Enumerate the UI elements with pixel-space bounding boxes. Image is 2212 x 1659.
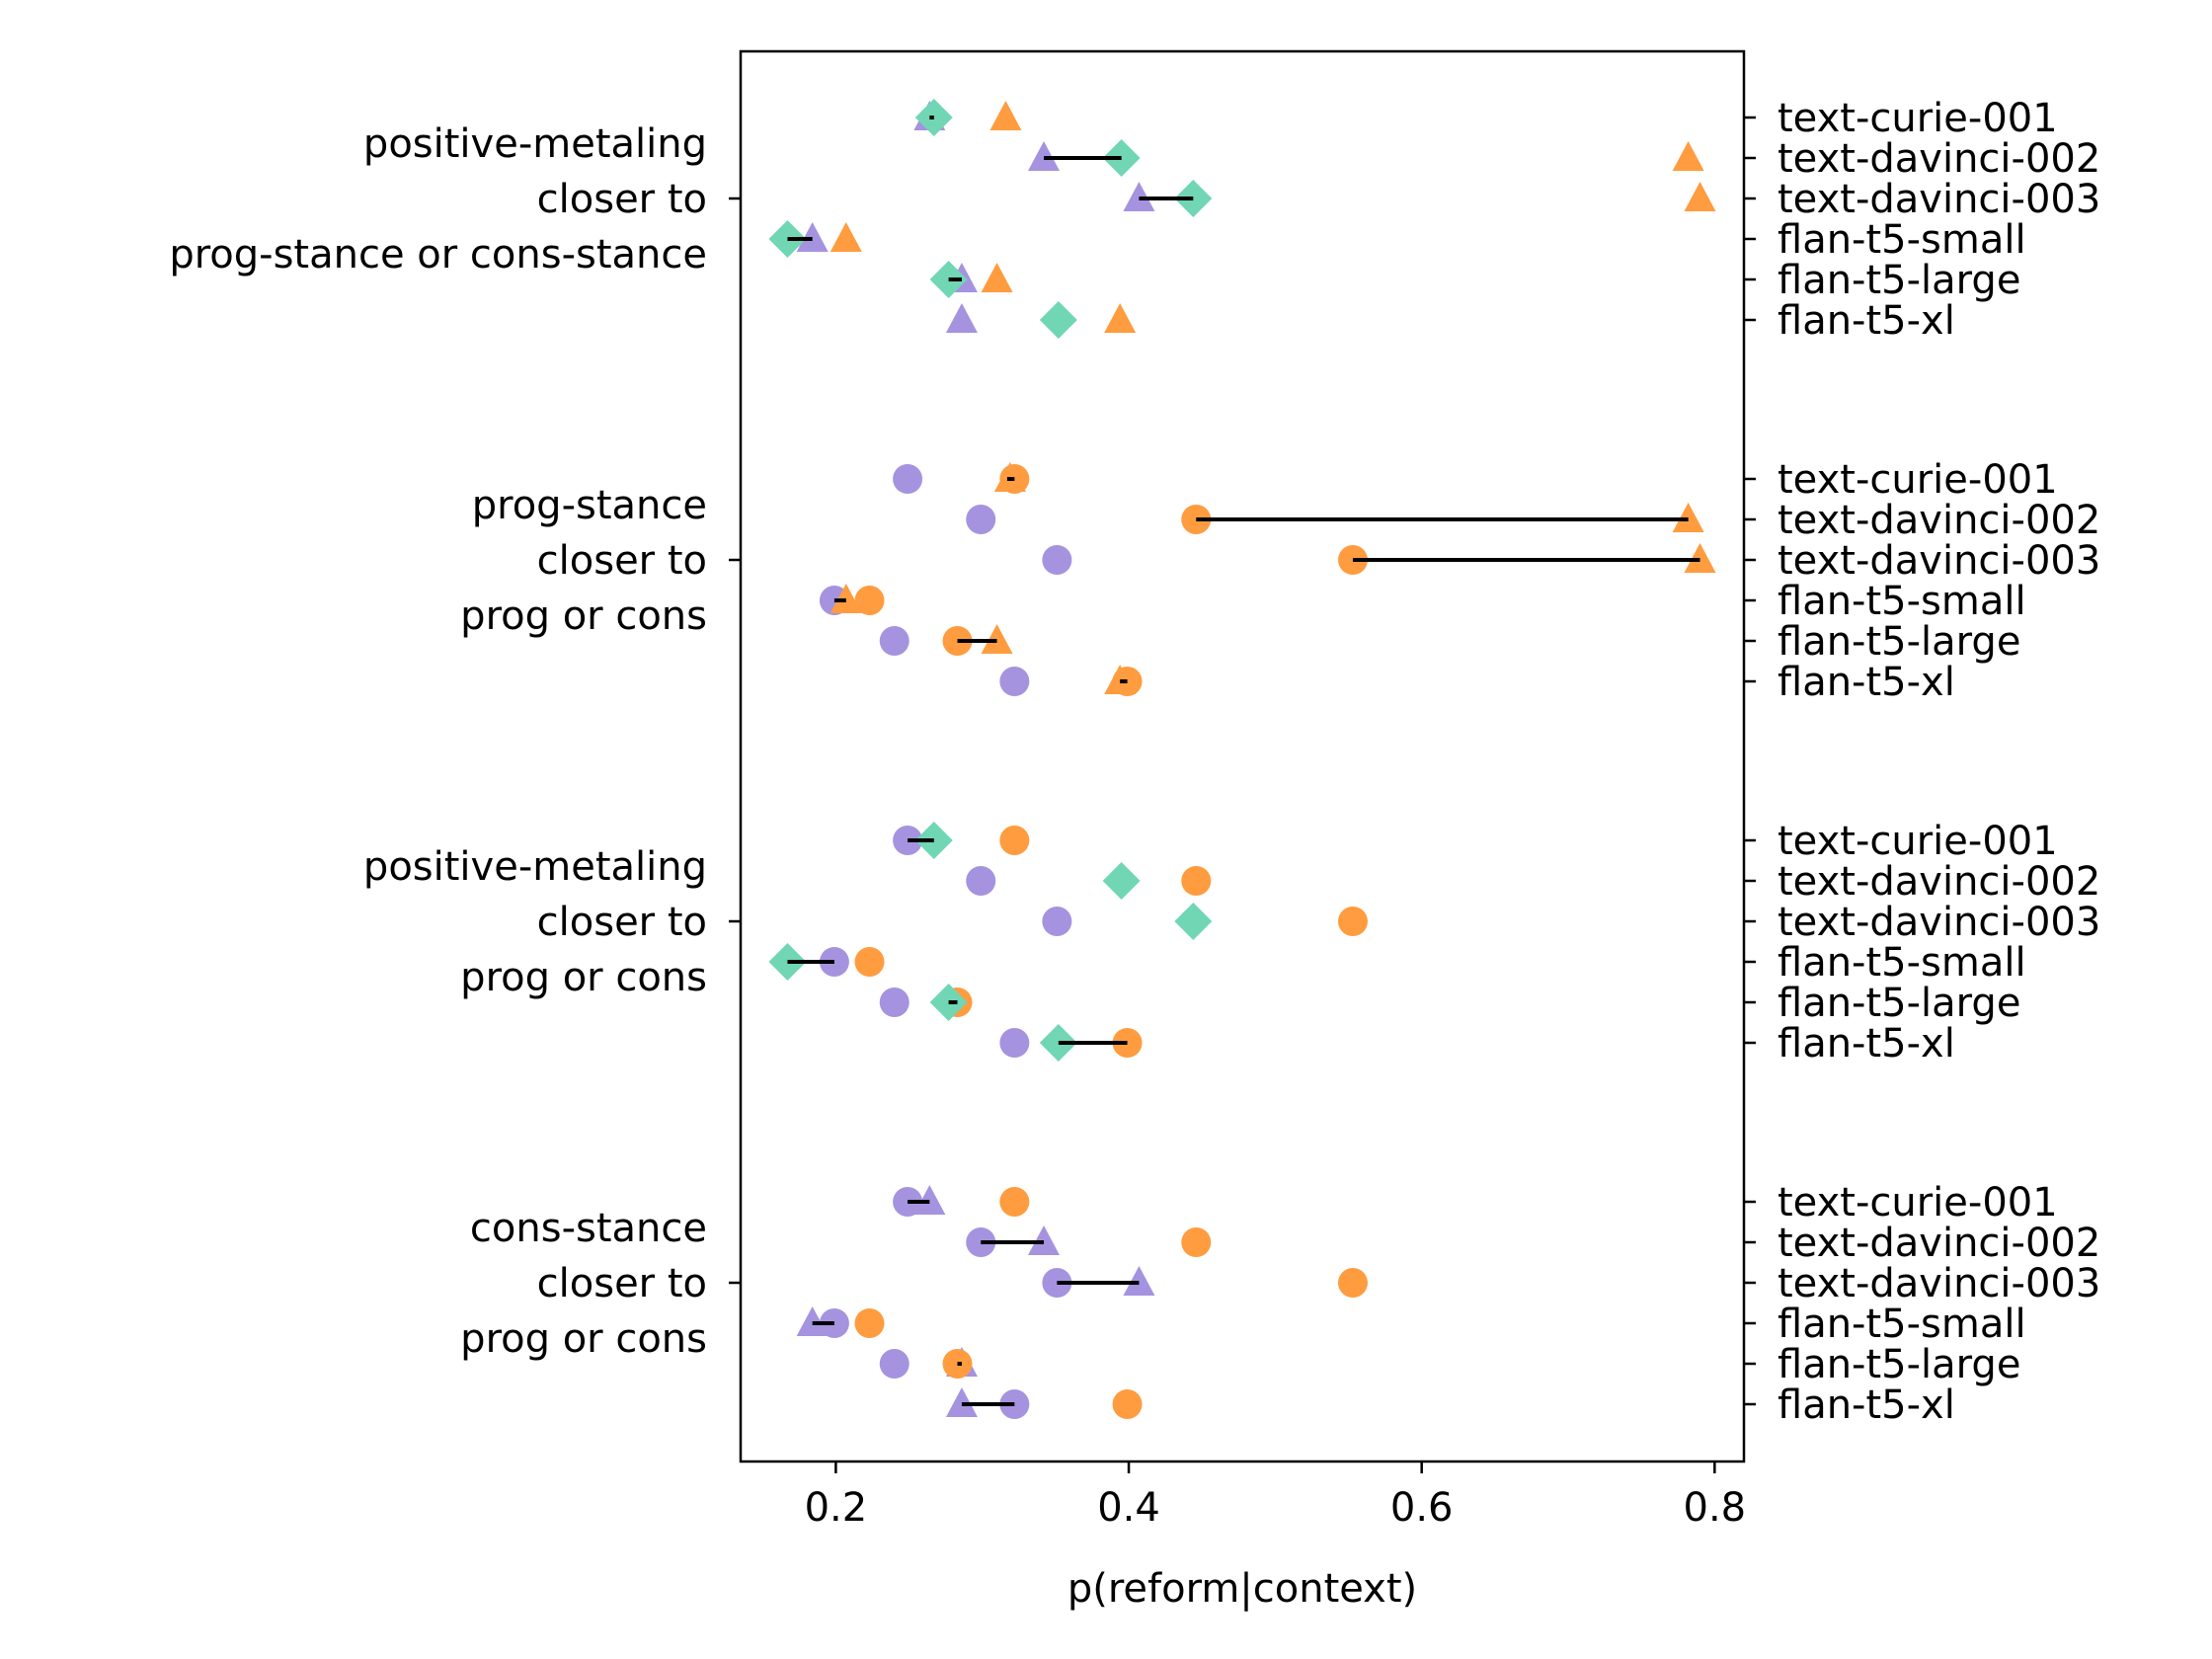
point-orange-circle — [999, 826, 1030, 855]
model-label: text-davinci-003 — [1778, 900, 2100, 945]
point-orange-circle — [1181, 1227, 1212, 1257]
model-label: flan-t5-xl — [1778, 1382, 1955, 1428]
group-label-line: prog or cons — [460, 955, 707, 1000]
point-orange-triangle — [1104, 303, 1137, 333]
group-label-line: prog or cons — [460, 1316, 707, 1362]
group-label-line: positive-metaling — [363, 121, 707, 167]
group-label-line: prog-stance or cons-stance — [169, 232, 707, 277]
group-label-line: closer to — [537, 900, 707, 945]
point-purple-circle — [1042, 907, 1072, 936]
point-orange-circle — [1337, 907, 1368, 936]
group-label-line: prog-stance — [472, 483, 707, 528]
x-tick-label: 0.4 — [1097, 1485, 1160, 1531]
model-label: flan-t5-large — [1778, 258, 2020, 303]
model-label: text-davinci-003 — [1778, 1261, 2100, 1306]
model-label: flan-t5-xl — [1778, 298, 1955, 344]
axes-layer: 0.2 0.4 0.6 0.8 positive-metaling closer to pr… — [169, 96, 2100, 1531]
group-label-line: cons-stance — [470, 1206, 707, 1251]
point-purple-circle — [999, 1028, 1030, 1058]
point-purple-circle — [879, 626, 909, 656]
model-label: flan-t5-xl — [1778, 1021, 1955, 1066]
point-purple-circle — [1042, 545, 1072, 575]
model-label: flan-t5-large — [1778, 1342, 2020, 1387]
group-label-line: closer to — [537, 538, 707, 584]
plot-marks — [768, 99, 1716, 1419]
point-green-diamond — [1174, 903, 1213, 940]
group-label-line: closer to — [537, 177, 707, 222]
point-green-diamond — [1039, 301, 1077, 339]
point-orange-triangle — [1684, 182, 1716, 211]
model-label: text-davinci-003 — [1778, 538, 2100, 584]
model-label: text-curie-001 — [1778, 819, 2058, 864]
group-label-line: closer to — [537, 1261, 707, 1306]
point-orange-circle — [854, 586, 885, 615]
point-purple-circle — [879, 1349, 909, 1379]
x-tick-label: 0.6 — [1390, 1485, 1454, 1531]
point-orange-triangle — [830, 222, 862, 252]
point-purple-triangle — [945, 303, 978, 333]
point-orange-triangle — [1672, 141, 1704, 171]
model-label: text-curie-001 — [1778, 96, 2058, 141]
model-label: flan-t5-small — [1778, 579, 2026, 624]
group-label-line: prog or cons — [460, 593, 707, 639]
model-label: flan-t5-small — [1778, 940, 2026, 986]
point-orange-circle — [999, 1187, 1030, 1217]
model-label: text-davinci-002 — [1778, 498, 2100, 543]
model-label: text-davinci-003 — [1778, 177, 2100, 222]
plot-frame — [739, 49, 1746, 1463]
model-label: flan-t5-xl — [1778, 660, 1955, 705]
point-orange-circle — [854, 1308, 885, 1338]
model-label: text-davinci-002 — [1778, 859, 2100, 905]
model-label: flan-t5-small — [1778, 217, 2026, 263]
point-orange-circle — [1337, 1268, 1368, 1298]
point-purple-circle — [966, 866, 996, 896]
point-purple-circle — [966, 505, 996, 534]
point-orange-circle — [1181, 866, 1212, 896]
model-label: text-davinci-002 — [1778, 1221, 2100, 1266]
model-label: flan-t5-large — [1778, 619, 2020, 665]
point-orange-circle — [854, 947, 885, 977]
x-tick-label: 0.8 — [1684, 1485, 1747, 1531]
model-label: text-davinci-002 — [1778, 136, 2100, 182]
x-axis-label: p(reform|context) — [1067, 1566, 1417, 1612]
point-purple-circle — [893, 464, 923, 494]
point-green-diamond — [1102, 862, 1141, 900]
point-orange-triangle — [981, 263, 1013, 292]
x-tick-label: 0.2 — [805, 1485, 868, 1531]
point-orange-circle — [1112, 1389, 1143, 1419]
model-label: flan-t5-small — [1778, 1302, 2026, 1347]
group-label-line: positive-metaling — [363, 844, 707, 890]
point-orange-triangle — [989, 101, 1022, 130]
model-label: text-curie-001 — [1778, 1180, 2058, 1225]
point-purple-circle — [879, 988, 909, 1017]
point-purple-circle — [999, 667, 1030, 696]
model-label: text-curie-001 — [1778, 457, 2058, 503]
model-label: flan-t5-large — [1778, 981, 2020, 1026]
